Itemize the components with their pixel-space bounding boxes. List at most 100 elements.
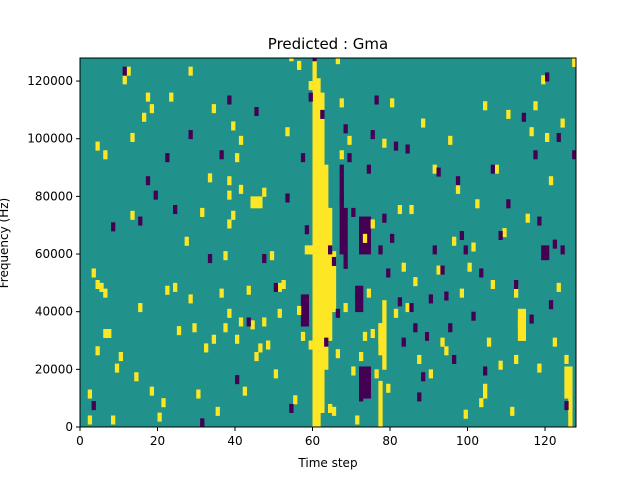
- heatmap-cell-high: [297, 60, 302, 70]
- heatmap-cell-high: [145, 92, 151, 102]
- heatmap-cell-high: [227, 308, 232, 318]
- heatmap-cell-high: [537, 363, 542, 373]
- heatmap-cell-low: [393, 141, 399, 151]
- heatmap-cell-high: [316, 78, 321, 428]
- heatmap-cell-high: [564, 366, 569, 399]
- heatmap-cell-low: [386, 268, 391, 278]
- heatmap-cell-high: [111, 415, 116, 425]
- heatmap-cell-high: [118, 352, 124, 362]
- heatmap-cell-high: [331, 406, 337, 416]
- heatmap-cell-high: [521, 311, 527, 321]
- heatmap-cell-high: [390, 98, 395, 108]
- heatmap-cell-high: [95, 141, 100, 151]
- heatmap-cell-high: [514, 354, 519, 364]
- heatmap-cell-high: [297, 305, 302, 315]
- heatmap-cell-high: [370, 328, 375, 339]
- heatmap-cell-high: [277, 282, 282, 292]
- heatmap-cell-high: [362, 233, 368, 243]
- heatmap-cell-low: [331, 256, 337, 266]
- heatmap-cell-high: [308, 245, 313, 255]
- heatmap-cell-low: [413, 323, 418, 333]
- heatmap-cell-high: [328, 207, 333, 341]
- heatmap-cell-high: [281, 279, 286, 290]
- heatmap-cell-low: [390, 233, 395, 243]
- heatmap-cell-low: [359, 285, 364, 313]
- heatmap-cell-high: [122, 75, 127, 85]
- heatmap-cell-high: [312, 291, 317, 301]
- heatmap-cell-high: [556, 282, 561, 292]
- heatmap-cell-low: [560, 245, 565, 255]
- heatmap-cell-high: [320, 92, 325, 413]
- heatmap-cell-high: [529, 127, 534, 137]
- heatmap-cell-high: [312, 360, 317, 370]
- heatmap-cell-low: [285, 193, 290, 203]
- heatmap-cell-high: [386, 383, 391, 393]
- heatmap-cell-high: [134, 372, 139, 382]
- heatmap-cell-low: [273, 282, 279, 292]
- heatmap-cell-high: [312, 323, 317, 333]
- heatmap-cell-high: [211, 334, 217, 344]
- heatmap-cell-high: [366, 288, 372, 298]
- x-tick-label: 100: [456, 434, 479, 448]
- x-tick-label: 120: [534, 434, 557, 448]
- heatmap-cell-low: [556, 132, 561, 143]
- x-tick-label: 80: [382, 434, 397, 448]
- heatmap-cell-high: [204, 343, 209, 353]
- heatmap-cell-high: [316, 389, 321, 399]
- heatmap-cell-high: [378, 323, 383, 333]
- heatmap-cell-high: [165, 285, 170, 295]
- heatmap-cell-high: [176, 326, 182, 336]
- heatmap-cell-high: [548, 176, 554, 186]
- heatmap-cell-low: [304, 294, 310, 327]
- heatmap-cell-low: [545, 245, 550, 261]
- heatmap-cell-high: [200, 207, 205, 217]
- heatmap-cell-low: [366, 164, 372, 174]
- heatmap-cell-high: [95, 346, 100, 356]
- heatmap-cell-high: [161, 398, 166, 408]
- heatmap-cell-low: [572, 150, 577, 160]
- heatmap-cell-high: [289, 58, 294, 62]
- heatmap-cell-high: [219, 288, 224, 298]
- heatmap-cell-high: [339, 150, 344, 160]
- heatmap-cell-low: [548, 300, 554, 310]
- heatmap-cell-low: [308, 92, 313, 102]
- heatmap-cell-low: [324, 337, 329, 347]
- heatmap-cell-low: [339, 193, 344, 203]
- heatmap-cell-low: [359, 392, 364, 402]
- heatmap-cell-low: [207, 254, 213, 264]
- heatmap-cell-high: [238, 184, 244, 194]
- heatmap-cell-high: [409, 205, 414, 215]
- heatmap-cell-high: [103, 288, 108, 298]
- heatmap-cell-low: [370, 130, 375, 140]
- heatmap-cell-high: [444, 346, 449, 356]
- heatmap-cell-low: [359, 366, 364, 399]
- heatmap-cell-low: [440, 265, 445, 275]
- heatmap-cell-low: [514, 279, 519, 290]
- heatmap-cell-high: [126, 66, 131, 76]
- heatmap-cell-high: [525, 213, 530, 223]
- heatmap-cell-high: [382, 138, 387, 148]
- heatmap-cell-high: [196, 389, 201, 399]
- heatmap-cell-high: [87, 415, 93, 425]
- y-tick-label: 100000: [27, 132, 73, 146]
- heatmap-cell-low: [421, 372, 426, 382]
- heatmap-cell-low: [300, 294, 306, 327]
- heatmap-cell-high: [293, 395, 298, 405]
- heatmap-cell-high: [432, 164, 437, 174]
- heatmap-cell-high: [235, 334, 240, 344]
- heatmap-cell-low: [374, 95, 379, 105]
- heatmap-cell-high: [250, 320, 255, 330]
- heatmap-cell-low: [173, 205, 178, 215]
- heatmap-cell-high: [359, 352, 364, 362]
- heatmap-cell-high: [502, 228, 507, 238]
- heatmap-cell-low: [254, 107, 259, 117]
- heatmap-cell-high: [510, 406, 515, 416]
- heatmap-cell-high: [517, 320, 523, 330]
- heatmap-cell-low: [359, 216, 364, 255]
- heatmap-cell-low: [545, 72, 550, 82]
- heatmap-cell-high: [173, 282, 178, 292]
- heatmap-cell-high: [238, 135, 244, 145]
- heatmap-cell-high: [227, 176, 232, 186]
- heatmap-cell-high: [351, 366, 356, 376]
- heatmap-cell-high: [436, 265, 441, 275]
